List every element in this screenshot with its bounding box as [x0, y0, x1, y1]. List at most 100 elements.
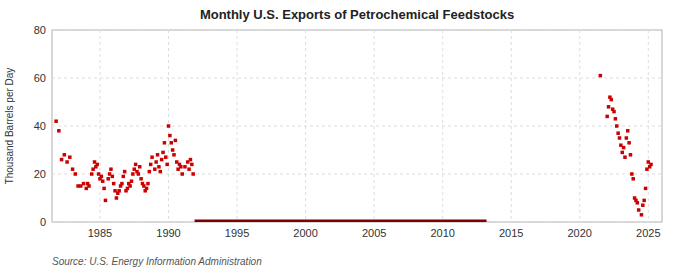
- point: [160, 158, 164, 162]
- title: Monthly U.S. Exports of Petrochemical Fe…: [200, 7, 514, 22]
- point: [171, 148, 175, 152]
- point: [631, 177, 635, 181]
- point: [60, 158, 64, 162]
- point: [82, 182, 86, 186]
- grid-line-x: [442, 30, 443, 222]
- point: [101, 179, 105, 183]
- point: [153, 167, 157, 171]
- point: [637, 208, 641, 212]
- y-axis-label: Thousand Barrels per Day: [4, 68, 15, 185]
- point: [68, 155, 72, 159]
- x-tick-label: 2005: [362, 227, 386, 239]
- point: [615, 124, 619, 128]
- grid-line-y: [52, 126, 662, 127]
- point: [138, 165, 142, 169]
- y-tick-label: 80: [34, 24, 46, 36]
- point: [131, 172, 135, 176]
- point: [102, 187, 106, 191]
- point: [629, 153, 633, 157]
- point: [100, 175, 104, 179]
- point: [130, 179, 134, 183]
- point: [618, 136, 622, 140]
- point: [123, 170, 127, 174]
- point: [163, 141, 167, 145]
- grid-line-y: [52, 222, 662, 223]
- data-layer: [54, 74, 652, 222]
- x-tick-label: 1985: [88, 227, 112, 239]
- point: [190, 163, 194, 167]
- point: [95, 163, 99, 167]
- point: [57, 129, 61, 133]
- point: [626, 129, 630, 133]
- point: [599, 74, 603, 78]
- point: [644, 187, 648, 191]
- point: [189, 158, 193, 162]
- plot-area: [52, 30, 662, 222]
- point: [164, 155, 168, 159]
- x-tick-label: 2000: [293, 227, 317, 239]
- point: [111, 175, 115, 179]
- point: [87, 184, 91, 188]
- point: [139, 177, 143, 181]
- x-tick-label: 2020: [568, 227, 592, 239]
- point: [630, 172, 634, 176]
- point: [180, 172, 184, 176]
- y-tick-label: 20: [34, 168, 46, 180]
- point: [642, 199, 646, 203]
- point: [65, 160, 69, 164]
- point: [625, 136, 629, 140]
- point: [159, 170, 163, 174]
- source-note: Source: U.S. Energy Information Administ…: [52, 256, 262, 267]
- grid-line-x: [99, 30, 100, 222]
- point: [622, 146, 626, 150]
- point: [172, 153, 176, 157]
- point: [627, 141, 631, 145]
- point: [616, 131, 620, 135]
- point: [106, 177, 110, 181]
- point: [154, 160, 158, 164]
- point: [620, 151, 624, 155]
- point: [610, 98, 614, 102]
- y-tick-label: 60: [34, 72, 46, 84]
- x-tick-label: 2015: [499, 227, 523, 239]
- point: [174, 139, 178, 143]
- point: [109, 167, 113, 171]
- point: [149, 163, 153, 167]
- point: [612, 110, 616, 114]
- point: [117, 189, 121, 193]
- point: [148, 170, 152, 174]
- point: [623, 155, 627, 159]
- point: [607, 105, 611, 109]
- grid-line-x: [237, 30, 238, 222]
- grid-line-x: [374, 30, 375, 222]
- point: [74, 172, 78, 176]
- point: [120, 182, 124, 186]
- point: [54, 119, 58, 123]
- grid-line-y: [52, 174, 662, 175]
- y-tick-label: 0: [40, 216, 46, 228]
- chart: 0204060801985199019952000200520102015202…: [0, 0, 675, 275]
- point: [640, 213, 644, 217]
- grid-line-y: [52, 78, 662, 79]
- point: [150, 155, 154, 159]
- grid-line-x: [648, 30, 649, 222]
- point: [167, 124, 171, 128]
- point: [168, 134, 172, 138]
- point: [134, 163, 138, 167]
- line-segment: [195, 220, 487, 223]
- point: [191, 172, 195, 176]
- grid-line-x: [305, 30, 306, 222]
- point: [115, 196, 119, 200]
- point: [112, 182, 116, 186]
- y-tick-label: 40: [34, 120, 46, 132]
- point: [146, 182, 150, 186]
- point: [183, 165, 187, 169]
- grid-line-x: [579, 30, 580, 222]
- chart-container: 0204060801985199019952000200520102015202…: [0, 0, 675, 275]
- point: [137, 172, 141, 176]
- point: [128, 184, 132, 188]
- point: [170, 141, 174, 145]
- point: [104, 199, 108, 203]
- x-tick-label: 2010: [430, 227, 454, 239]
- point: [636, 201, 640, 205]
